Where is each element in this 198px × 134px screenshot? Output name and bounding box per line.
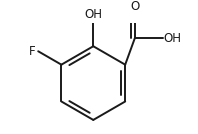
Text: OH: OH	[84, 8, 102, 21]
Text: O: O	[130, 0, 139, 13]
Text: F: F	[29, 45, 35, 58]
Text: OH: OH	[163, 32, 181, 45]
